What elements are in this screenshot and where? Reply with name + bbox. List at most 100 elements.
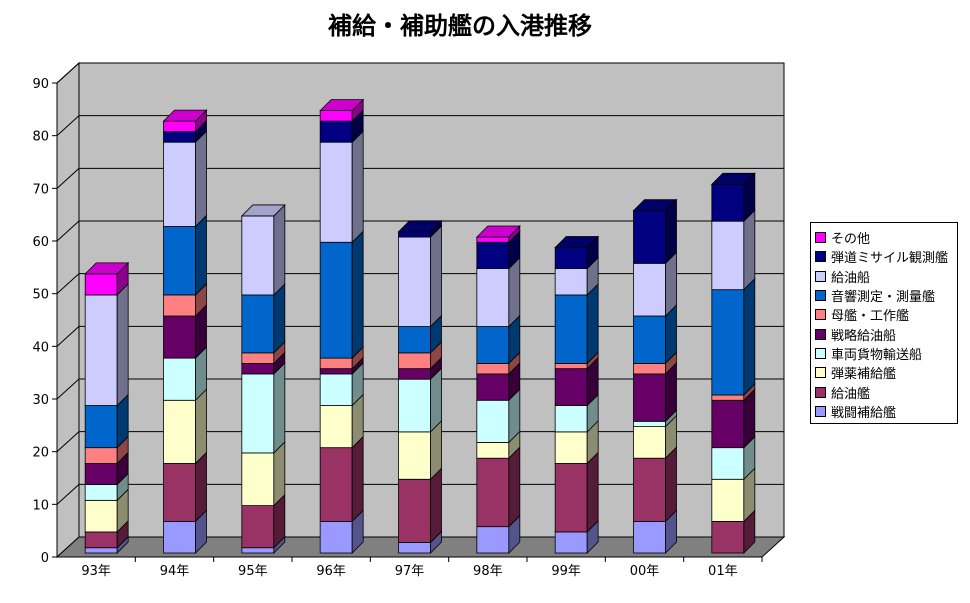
bar-top [319, 99, 365, 111]
legend-label: 弾道ミサイル観測艦 [831, 251, 949, 267]
bar-segment-その他 [476, 236, 510, 243]
bar-segment-母艦・工作艦 [319, 357, 353, 370]
bar-stack-95年 [240, 203, 286, 554]
bar-segment-母艦・工作艦 [241, 352, 275, 364]
bar-stack-97年 [397, 219, 443, 554]
bar-segment-弾薬補給艦 [711, 478, 745, 522]
bar-side-音響測定・測量艦 [273, 282, 286, 354]
bar-segment-その他 [163, 120, 196, 133]
legend-item: 音響測定・測量艦 [815, 286, 957, 305]
bar-side-給油艦 [351, 435, 364, 523]
legend-item: 母艦・工作艦 [815, 305, 957, 324]
bar-segment-弾薬補給艦 [554, 431, 588, 464]
bar-segment-音響測定・測量艦 [398, 326, 431, 354]
bar-stack-93年 [84, 261, 130, 554]
bar-side-給油艦 [195, 451, 207, 523]
chart-title: 補給・補助艦の入港推移 [327, 12, 592, 40]
y-tick-label: 0 [41, 551, 49, 566]
y-tick-label: 30 [32, 393, 49, 408]
bar-segment-音響測定・測量艦 [554, 294, 588, 364]
bar-segment-戦闘補給艦 [84, 547, 118, 554]
legend-label: 車両貨物輸送船 [831, 347, 923, 363]
bar-segment-母艦・工作艦 [84, 447, 118, 464]
bar-top [397, 220, 443, 233]
legend-swatch [815, 232, 826, 244]
bar-segment-給油船 [554, 268, 588, 296]
bar-segment-給油艦 [84, 531, 118, 549]
bar-segment-戦闘補給艦 [633, 521, 666, 554]
legend-item: 弾道ミサイル観測艦 [815, 247, 957, 266]
bar-segment-弾道ミサイル観測艦 [163, 131, 196, 143]
bar-segment-音響測定・測量艦 [163, 226, 196, 296]
bar-top [84, 262, 130, 275]
bar-segment-給油艦 [241, 505, 275, 549]
y-tick-label: 90 [32, 77, 49, 92]
bar-segment-給油船 [711, 220, 745, 291]
bar-segment-戦略給油船 [163, 315, 196, 359]
legend-label: 弾薬補給艦 [831, 367, 897, 383]
bar-segment-給油艦 [163, 463, 196, 522]
bar-segment-戦闘補給艦 [241, 547, 275, 554]
bar-segment-戦略給油船 [398, 368, 431, 380]
bar-segment-弾道ミサイル観測艦 [633, 210, 666, 264]
bar-segment-母艦・工作艦 [476, 362, 510, 375]
legend-item: 戦略給油船 [815, 324, 957, 344]
legend-label: 戦略給油船 [831, 328, 897, 344]
legend-item: 車両貨物輸送船 [815, 344, 957, 363]
x-tick-label: 01年 [708, 564, 738, 579]
bar-segment-弾薬補給艦 [398, 431, 431, 480]
legend-label: 給油船 [831, 270, 871, 286]
legend-swatch [815, 290, 826, 302]
gridline [56, 220, 784, 242]
bar-segment-車両貨物輸送船 [398, 378, 431, 433]
bar-segment-戦略給油船 [633, 373, 666, 422]
bar-segment-戦闘補給艦 [554, 531, 588, 554]
bar-segment-母艦・工作艦 [711, 394, 745, 401]
bar-side-給油船 [116, 282, 129, 407]
bar-segment-車両貨物輸送船 [84, 484, 118, 501]
x-tick-label: 96年 [316, 564, 346, 579]
bar-segment-給油艦 [476, 457, 510, 528]
gridline [56, 115, 784, 137]
bar-segment-弾道ミサイル観測艦 [554, 247, 588, 270]
bar-segment-弾道ミサイル観測艦 [476, 241, 510, 269]
bar-segment-その他 [319, 110, 353, 122]
bar-side-音響測定・測量艦 [743, 277, 756, 396]
legend-swatch [815, 251, 826, 263]
bar-stacks [84, 98, 756, 554]
bar-stack-98年 [475, 225, 521, 554]
gridline [56, 325, 784, 347]
legend: その他 弾道ミサイル観測艦 給油船 音響測定・測量艦 母艦・工作艦 戦略給油船 車両貨物輸送… [810, 222, 958, 424]
legend-swatch [815, 309, 826, 321]
legend-item: 給油艦 [815, 382, 957, 402]
legend-item: 弾薬補給艦 [815, 363, 957, 382]
bar-segment-音響測定・測量艦 [711, 289, 745, 396]
bar-side-給油船 [195, 130, 207, 228]
x-tick-label: 95年 [238, 564, 268, 579]
bar-segment-給油艦 [711, 521, 745, 554]
bar-segment-戦略給油船 [554, 368, 588, 406]
bar-segment-給油艦 [319, 447, 353, 522]
bar-segment-弾道ミサイル観測艦 [319, 120, 353, 143]
bar-segment-母艦・工作艦 [398, 352, 431, 370]
bar-segment-給油船 [476, 268, 510, 327]
bar-segment-音響測定・測量艦 [633, 315, 666, 364]
bar-segment-その他 [84, 273, 118, 296]
bar-segment-給油艦 [633, 457, 666, 522]
bar-side-車両貨物輸送船 [273, 361, 286, 454]
bar-segment-戦闘補給艦 [476, 526, 510, 554]
legend-item: 戦闘補給艦 [815, 402, 957, 421]
legend-swatch [815, 328, 826, 340]
bar-side-給油船 [430, 225, 442, 328]
bar-segment-母艦・工作艦 [554, 362, 588, 370]
bar-segment-戦略給油船 [84, 463, 118, 485]
gridlines [56, 62, 784, 505]
bar-stack-94年 [162, 109, 208, 554]
bar-top [554, 236, 600, 248]
bar-top [240, 204, 286, 217]
bar-side-給油艦 [508, 446, 521, 528]
gridline [56, 273, 784, 295]
gridline [56, 483, 784, 505]
x-tick-label: 94年 [160, 564, 190, 579]
bar-top [162, 109, 208, 122]
